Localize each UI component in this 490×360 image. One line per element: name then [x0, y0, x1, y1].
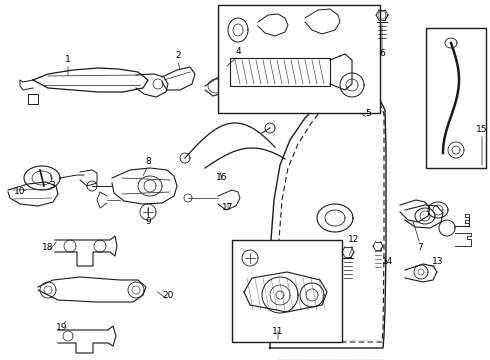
Text: 6: 6 — [379, 49, 385, 58]
Text: 5: 5 — [365, 109, 371, 118]
Bar — [230, 58, 330, 86]
Text: 4: 4 — [235, 48, 241, 57]
Text: 20: 20 — [162, 292, 173, 301]
Text: 14: 14 — [382, 257, 393, 266]
Text: 2: 2 — [175, 50, 181, 59]
Text: 13: 13 — [432, 257, 444, 266]
Text: 12: 12 — [348, 235, 360, 244]
Text: 16: 16 — [216, 174, 228, 183]
Text: 9: 9 — [145, 217, 151, 226]
Bar — [426, 28, 486, 168]
Bar — [232, 240, 342, 342]
Text: 10: 10 — [14, 188, 26, 197]
Text: 11: 11 — [272, 328, 284, 337]
Text: 3: 3 — [49, 181, 55, 190]
Text: 15: 15 — [476, 126, 488, 135]
Text: 19: 19 — [56, 324, 68, 333]
Text: 7: 7 — [417, 243, 423, 252]
Text: 1: 1 — [65, 55, 71, 64]
Text: 17: 17 — [222, 203, 234, 212]
Text: 18: 18 — [42, 243, 54, 252]
Bar — [218, 5, 380, 113]
Text: 8: 8 — [145, 158, 151, 166]
